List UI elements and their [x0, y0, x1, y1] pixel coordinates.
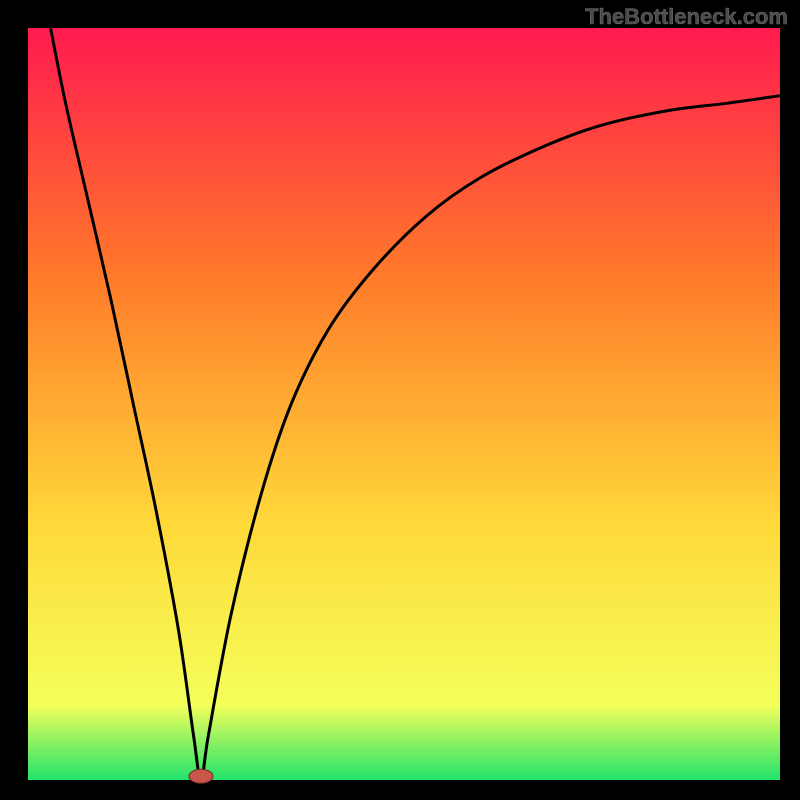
optimal-point-marker	[189, 769, 213, 783]
bottleneck-curve	[51, 28, 780, 780]
curve-layer	[0, 0, 800, 800]
chart-container: TheBottleneck.com	[0, 0, 800, 800]
